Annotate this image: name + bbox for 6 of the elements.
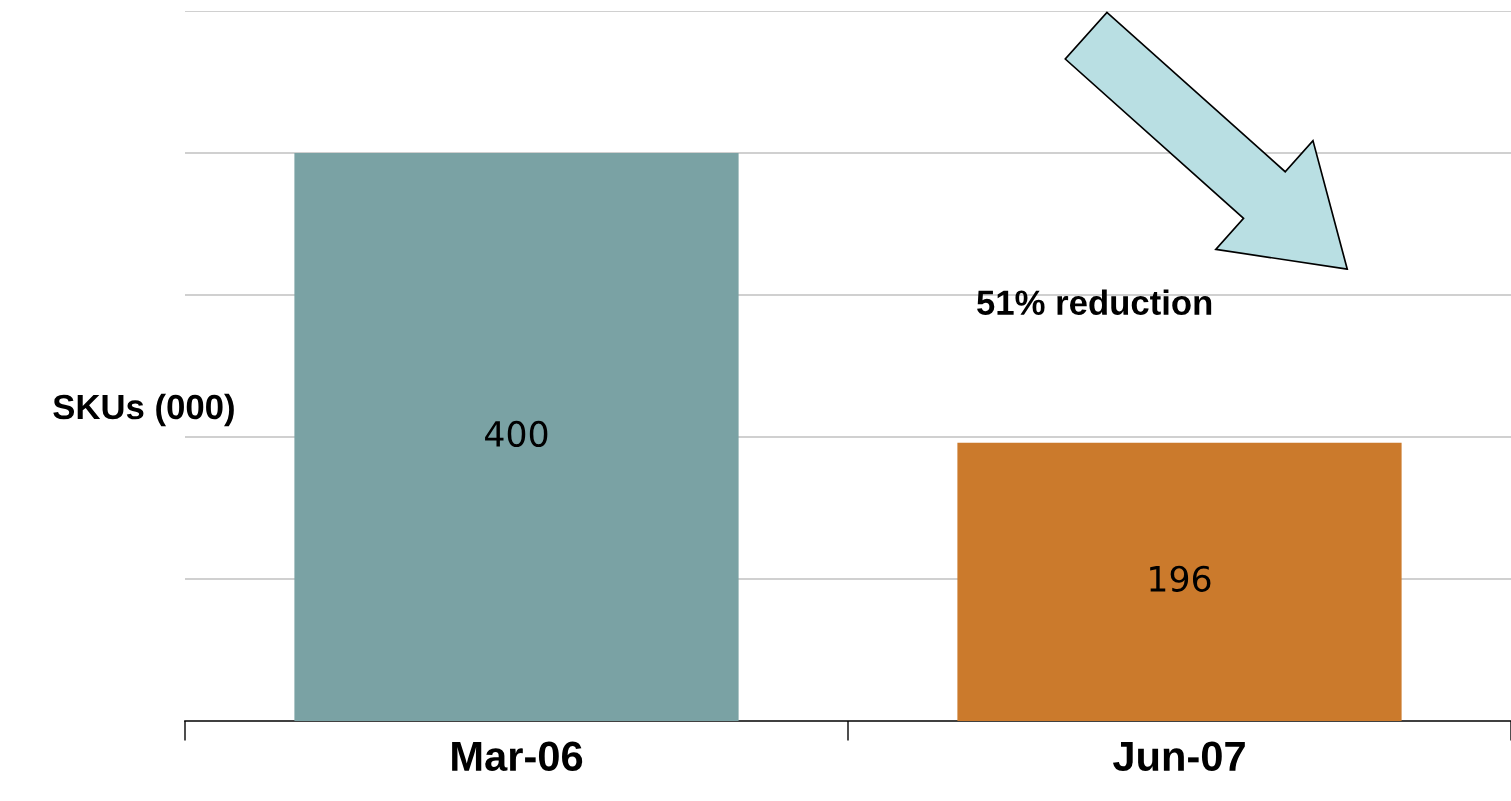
data-label: 400 [485, 420, 548, 448]
x-tick-label: Jun-07 [1112, 741, 1245, 772]
data-label: 196 [1150, 565, 1211, 592]
x-tick-label: Mar-06 [452, 741, 583, 772]
annotation: 51% reduction [977, 289, 1212, 315]
y-axis-title: SKUs (000) [53, 393, 234, 427]
